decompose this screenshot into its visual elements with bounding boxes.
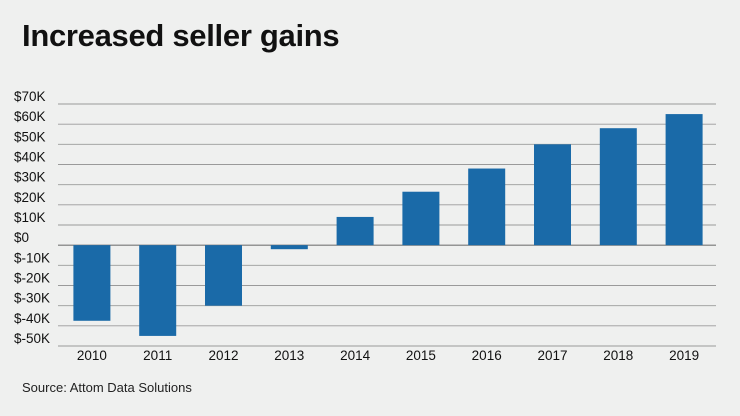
bar-2011	[139, 245, 177, 336]
y-tick-label: $-30K	[14, 291, 50, 306]
y-tick-label: $0	[14, 230, 29, 245]
y-axis-ticks: $70K $60K $50K $40K $30K $20K $10K $0 $-10K $-20K…	[14, 89, 50, 346]
bar-2017	[534, 144, 571, 246]
x-tick-label: 2013	[274, 348, 304, 363]
bar-2016	[468, 168, 506, 246]
x-tick-label: 2016	[472, 348, 502, 363]
x-tick-label: 2017	[537, 348, 567, 363]
y-tick-label: $40K	[14, 150, 46, 165]
bar-2012	[205, 245, 242, 306]
x-tick-label: 2014	[340, 348, 371, 363]
x-tick-label: 2018	[603, 348, 633, 363]
y-tick-label: $-50K	[14, 331, 50, 346]
x-tick-label: 2015	[406, 348, 436, 363]
y-tick-label: $-20K	[14, 271, 50, 286]
source-note: Source: Attom Data Solutions	[22, 380, 192, 395]
x-axis-ticks: 2010 2011 2012 2013 2014 2015 2016 2017 2018 2019	[77, 348, 699, 363]
bar-2015	[402, 191, 440, 246]
bar-2019	[665, 114, 703, 246]
y-tick-label: $-40K	[14, 311, 50, 326]
chart-title: Increased seller gains	[22, 18, 340, 53]
y-tick-label: $70K	[14, 89, 46, 104]
x-tick-label: 2012	[208, 348, 238, 363]
bar-2018	[599, 128, 637, 246]
y-tick-label: $-10K	[14, 250, 50, 265]
y-tick-label: $10K	[14, 210, 46, 225]
x-tick-label: 2011	[143, 348, 172, 363]
x-tick-label: 2010	[77, 348, 107, 363]
y-tick-label: $60K	[14, 109, 46, 124]
bar-2010	[73, 245, 111, 321]
y-tick-label: $30K	[14, 170, 46, 185]
y-tick-label: $20K	[14, 190, 46, 205]
x-tick-label: 2019	[669, 348, 699, 363]
bar-2014	[336, 216, 374, 246]
bars	[73, 114, 703, 336]
y-tick-label: $50K	[14, 129, 46, 144]
bar-2013	[270, 245, 308, 250]
